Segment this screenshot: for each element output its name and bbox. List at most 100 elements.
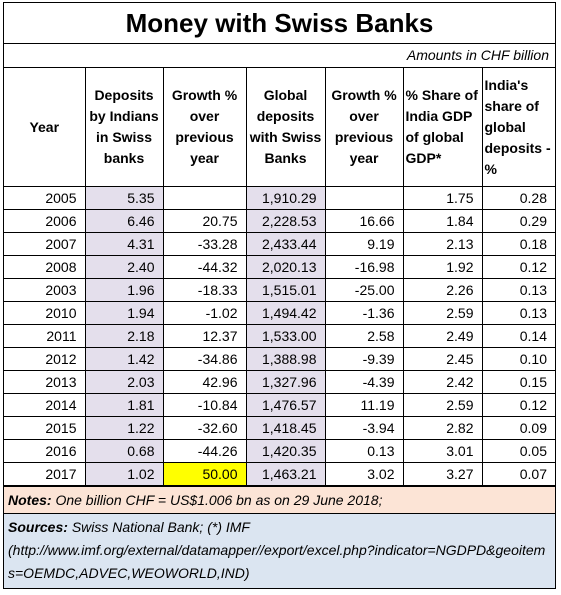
table-row: 2011 2.18 12.37 1,533.00 2.58 2.49 0.14	[4, 324, 555, 348]
year-cell: 2016	[4, 439, 86, 463]
global-deposits-cell: 2,433.44	[245, 232, 326, 256]
spreadsheet: Money with Swiss Banks Amounts in CHF bi…	[3, 2, 556, 589]
global-deposits-cell: 1,388.98	[245, 347, 326, 371]
deposit-share-cell: 0.14	[481, 324, 555, 348]
global-growth-cell: -16.98	[324, 255, 404, 279]
table-row: 2005 5.35 1,910.29 1.75 0.28	[4, 186, 555, 210]
deposit-share-cell: 0.10	[481, 347, 555, 371]
year-cell: 2012	[4, 347, 86, 371]
indian-growth-cell: 20.75	[162, 209, 247, 233]
global-deposits-cell: 2,020.13	[245, 255, 326, 279]
global-deposits-cell: 1,476.57	[245, 393, 326, 417]
header-year: Year	[4, 68, 86, 187]
data-table: Year Deposits by Indians in Swiss banks …	[4, 68, 555, 486]
global-deposits-cell: 1,494.42	[245, 301, 326, 325]
indian-growth-cell: -44.32	[162, 255, 247, 279]
table-row: 2006 6.46 20.75 2,228.53 16.66 1.84 0.29	[4, 209, 555, 233]
indian-deposits-cell: 6.46	[84, 209, 164, 233]
gdp-share-cell: 1.75	[402, 186, 483, 210]
global-deposits-cell: 1,463.21	[245, 462, 326, 486]
year-cell: 2008	[4, 255, 86, 279]
header-gdp-share: % Share of India GDP of global GDP*	[402, 68, 483, 187]
header-deposit-share: India's share of global deposits - %	[481, 68, 555, 187]
global-growth-cell: 3.02	[324, 462, 404, 486]
year-cell: 2015	[4, 416, 86, 440]
deposit-share-cell: 0.13	[481, 278, 555, 302]
global-deposits-cell: 1,533.00	[245, 324, 326, 348]
gdp-share-cell: 2.42	[402, 370, 483, 394]
header-indian-growth: Growth % over previous year	[162, 68, 247, 187]
table-row: 2012 1.42 -34.86 1,388.98 -9.39 2.45 0.10	[4, 347, 555, 371]
global-growth-cell: 0.13	[324, 439, 404, 463]
deposit-share-cell: 0.29	[481, 209, 555, 233]
sources-block: Sources: Swiss National Bank; (*) IMF (h…	[4, 514, 555, 588]
year-cell: 2017	[4, 462, 86, 486]
notes-text: One billion CHF = US$1.006 bn as on 29 J…	[55, 492, 383, 508]
year-cell: 2011	[4, 324, 86, 348]
global-deposits-cell: 1,910.29	[245, 186, 326, 210]
table-row: 2003 1.96 -18.33 1,515.01 -25.00 2.26 0.13	[4, 278, 555, 302]
global-growth-cell: -4.39	[324, 370, 404, 394]
header-global-deposits: Global deposits with Swiss Banks	[245, 68, 326, 187]
gdp-share-cell: 2.82	[402, 416, 483, 440]
indian-deposits-cell: 2.40	[84, 255, 164, 279]
indian-deposits-cell: 1.94	[84, 301, 164, 325]
deposit-share-cell: 0.12	[481, 255, 555, 279]
indian-deposits-cell: 1.22	[84, 416, 164, 440]
global-growth-cell: 16.66	[324, 209, 404, 233]
indian-deposits-cell: 2.18	[84, 324, 164, 348]
sheet-title: Money with Swiss Banks	[4, 3, 555, 44]
gdp-share-cell: 2.13	[402, 232, 483, 256]
units-caption: Amounts in CHF billion	[4, 44, 555, 68]
table-row: 2008 2.40 -44.32 2,020.13 -16.98 1.92 0.12	[4, 255, 555, 279]
indian-growth-cell: -18.33	[162, 278, 247, 302]
table-row: 2014 1.81 -10.84 1,476.57 11.19 2.59 0.12	[4, 393, 555, 417]
indian-growth-cell: 42.96	[162, 370, 247, 394]
gdp-share-cell: 2.59	[402, 393, 483, 417]
header-indian-deposits: Deposits by Indians in Swiss banks	[84, 68, 164, 187]
year-cell: 2014	[4, 393, 86, 417]
deposit-share-cell: 0.15	[481, 370, 555, 394]
gdp-share-cell: 1.84	[402, 209, 483, 233]
deposit-share-cell: 0.18	[481, 232, 555, 256]
gdp-share-cell: 3.01	[402, 439, 483, 463]
gdp-share-cell: 2.26	[402, 278, 483, 302]
indian-deposits-cell: 2.03	[84, 370, 164, 394]
indian-deposits-cell: 0.68	[84, 439, 164, 463]
table-row: 2015 1.22 -32.60 1,418.45 -3.94 2.82 0.09	[4, 416, 555, 440]
global-deposits-cell: 1,515.01	[245, 278, 326, 302]
gdp-share-cell: 2.49	[402, 324, 483, 348]
global-growth-cell: 11.19	[324, 393, 404, 417]
year-cell: 2007	[4, 232, 86, 256]
indian-growth-cell: -32.60	[162, 416, 247, 440]
gdp-share-cell: 1.92	[402, 255, 483, 279]
table-row: 2013 2.03 42.96 1,327.96 -4.39 2.42 0.15	[4, 370, 555, 394]
global-growth-cell: -25.00	[324, 278, 404, 302]
table-row: 2007 4.31 -33.28 2,433.44 9.19 2.13 0.18	[4, 232, 555, 256]
global-deposits-cell: 1,418.45	[245, 416, 326, 440]
deposit-share-cell: 0.07	[481, 462, 555, 486]
indian-deposits-cell: 1.02	[84, 462, 164, 486]
global-growth-cell: -9.39	[324, 347, 404, 371]
global-growth-cell: 2.58	[324, 324, 404, 348]
deposit-share-cell: 0.28	[481, 186, 555, 210]
indian-growth-cell: -1.02	[162, 301, 247, 325]
year-cell: 2010	[4, 301, 86, 325]
sources-url: (http://www.imf.org/external/datamapper/…	[8, 542, 546, 581]
table-row: 2016 0.68 -44.26 1,420.35 0.13 3.01 0.05	[4, 439, 555, 463]
year-cell: 2013	[4, 370, 86, 394]
global-growth-cell: 9.19	[324, 232, 404, 256]
indian-growth-cell: 12.37	[162, 324, 247, 348]
global-growth-cell: -1.36	[324, 301, 404, 325]
gdp-share-cell: 3.27	[402, 462, 483, 486]
sources-text: Swiss National Bank; (*) IMF	[71, 519, 250, 535]
indian-deposits-cell: 4.31	[84, 232, 164, 256]
deposit-share-cell: 0.12	[481, 393, 555, 417]
sources-label: Sources:	[8, 519, 68, 535]
indian-growth-cell: 50.00	[162, 462, 247, 486]
indian-deposits-cell: 1.96	[84, 278, 164, 302]
year-cell: 2005	[4, 186, 86, 210]
notes-label: Notes:	[8, 492, 52, 508]
deposit-share-cell: 0.13	[481, 301, 555, 325]
gdp-share-cell: 2.59	[402, 301, 483, 325]
